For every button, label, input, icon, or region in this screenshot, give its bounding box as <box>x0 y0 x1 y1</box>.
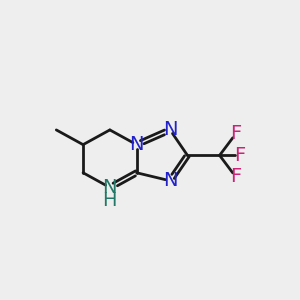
Text: F: F <box>234 146 245 165</box>
Text: N: N <box>163 120 177 140</box>
Text: F: F <box>230 124 241 143</box>
Text: F: F <box>230 167 241 186</box>
Text: N: N <box>129 135 144 154</box>
Text: N: N <box>163 171 177 190</box>
Text: N: N <box>103 178 117 197</box>
Text: H: H <box>103 191 117 210</box>
